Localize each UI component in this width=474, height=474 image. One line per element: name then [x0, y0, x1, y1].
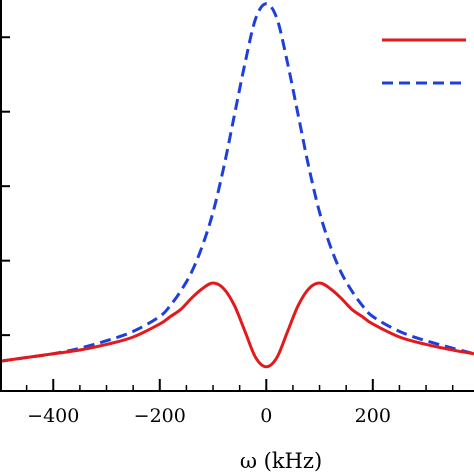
x-tick-label: 200 — [355, 405, 391, 427]
plot-area — [0, 2, 474, 369]
series-red-solid-line — [0, 281, 474, 369]
series-blue-dashed-line — [0, 2, 474, 363]
legend — [382, 38, 466, 85]
x-tick-label: 0 — [260, 405, 272, 427]
axes: −400 −200 0 200 — [0, 0, 474, 427]
x-tick-label: −200 — [134, 405, 186, 427]
x-tick-label: −400 — [27, 405, 79, 427]
x-axis-label: ω (kHz) — [240, 449, 322, 473]
